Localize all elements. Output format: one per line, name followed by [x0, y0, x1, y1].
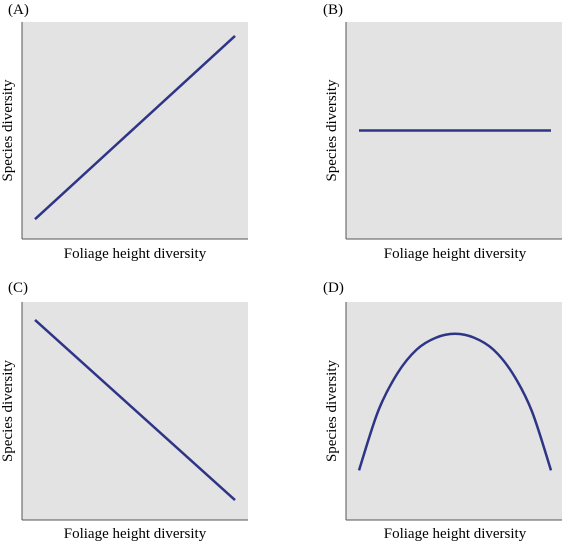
- chart-svg: (D) Foliage height diversity Species diver…: [323, 280, 562, 542]
- series-line-0: [34, 318, 236, 502]
- chart-panel-b: (B) Foliage height diversity Species diver…: [281, 0, 562, 271]
- x-axis-label: Foliage height diversity: [64, 246, 207, 262]
- x-axis-label: Foliage height diversity: [64, 526, 207, 542]
- chart-panel-a: (A) Foliage height diversity Species diver…: [0, 0, 281, 271]
- chart-panel-c: (C) Foliage height diversity Species diver…: [0, 271, 281, 542]
- x-axis-label: Foliage height diversity: [384, 526, 527, 542]
- chart-svg: (B) Foliage height diversity Species diver…: [323, 2, 562, 262]
- y-axis-label: Species diversity: [0, 79, 16, 182]
- plot-area: [346, 302, 562, 520]
- panel-label-c: (C): [8, 280, 28, 296]
- chart-svg: (C) Foliage height diversity Species diver…: [0, 280, 248, 542]
- y-axis-label: Species diversity: [0, 359, 16, 462]
- chart-svg: (A) Foliage height diversity Species diver…: [0, 2, 248, 262]
- y-axis-label: Species diversity: [324, 359, 340, 462]
- panel-label-b: (B): [323, 2, 343, 18]
- chart-panel-d: (D) Foliage height diversity Species diver…: [281, 271, 562, 542]
- y-axis-label: Species diversity: [324, 79, 340, 182]
- series-line-0: [357, 332, 553, 471]
- panel-label-d: (D): [323, 280, 344, 296]
- panel-label-a: (A): [8, 2, 29, 18]
- x-axis-label: Foliage height diversity: [384, 246, 527, 262]
- series-line-0: [34, 35, 236, 221]
